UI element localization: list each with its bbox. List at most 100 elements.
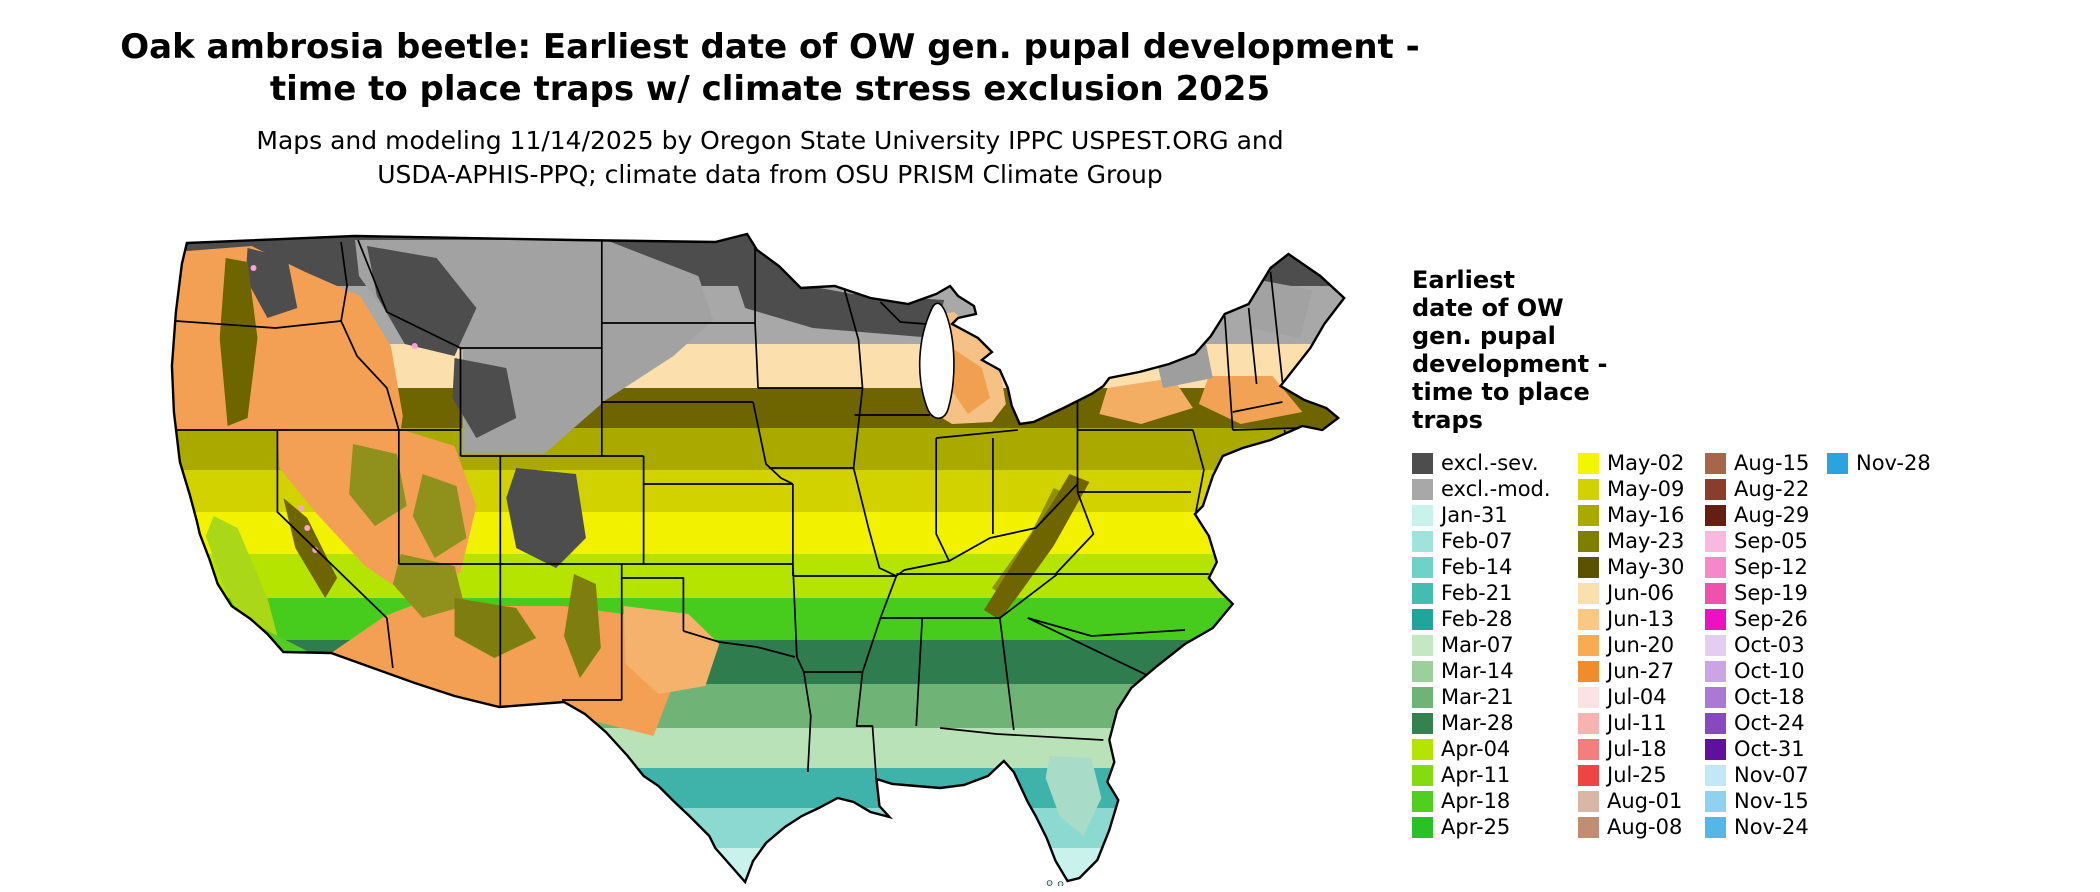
legend-swatch xyxy=(1412,478,1433,500)
legend-entry: Mar-28 xyxy=(1412,710,1578,736)
legend-entry: Sep-05 xyxy=(1705,528,1827,554)
legend-swatch xyxy=(1578,738,1599,760)
legend-swatch xyxy=(1578,816,1599,838)
legend-entry: Nov-15 xyxy=(1705,788,1827,814)
legend-swatch xyxy=(1412,790,1433,812)
legend-swatch xyxy=(1705,816,1726,838)
legend-entry: Feb-21 xyxy=(1412,580,1578,606)
legend-swatch xyxy=(1412,738,1433,760)
legend-swatch xyxy=(1412,816,1433,838)
legend-label: Aug-15 xyxy=(1734,451,1810,475)
legend-entry: Nov-24 xyxy=(1705,814,1827,840)
legend-label: Mar-21 xyxy=(1441,685,1514,709)
legend-label: Oct-03 xyxy=(1734,633,1805,657)
map-subtitle: Maps and modeling 11/14/2025 by Oregon S… xyxy=(0,124,1540,192)
legend-swatch xyxy=(1578,452,1599,474)
legend-label: Feb-07 xyxy=(1441,529,1513,553)
legend-swatch xyxy=(1578,608,1599,630)
legend-swatch xyxy=(1412,556,1433,578)
florida-keys xyxy=(1046,880,1064,886)
legend-entry: Jun-27 xyxy=(1578,658,1705,684)
legend-swatch xyxy=(1578,790,1599,812)
legend-label: Jul-04 xyxy=(1607,685,1667,709)
legend-label: Sep-26 xyxy=(1734,607,1808,631)
map-east-patches xyxy=(928,278,1313,836)
legend-swatch xyxy=(1827,452,1848,474)
legend-entry: Oct-03 xyxy=(1705,632,1827,658)
legend-entry: Apr-18 xyxy=(1412,788,1578,814)
legend-title-line: date of OW xyxy=(1412,294,1564,322)
legend-entry: May-09 xyxy=(1578,476,1705,502)
legend-swatch xyxy=(1578,504,1599,526)
legend-entry: May-30 xyxy=(1578,554,1705,580)
legend-label: May-16 xyxy=(1607,503,1685,527)
legend-swatch xyxy=(1412,504,1433,526)
legend-label: Aug-22 xyxy=(1734,477,1810,501)
legend-swatch xyxy=(1412,530,1433,552)
legend-entry: Aug-15 xyxy=(1705,450,1827,476)
legend-label: May-02 xyxy=(1607,451,1685,475)
legend-swatch xyxy=(1412,452,1433,474)
legend-label: May-09 xyxy=(1607,477,1685,501)
legend-swatch xyxy=(1705,556,1726,578)
legend-label: Oct-10 xyxy=(1734,659,1805,683)
legend-label: Aug-29 xyxy=(1734,503,1810,527)
legend-swatch xyxy=(1412,608,1433,630)
legend-label: Feb-14 xyxy=(1441,555,1513,579)
conus-map-svg xyxy=(170,232,1346,886)
legend-label: Apr-04 xyxy=(1441,737,1511,761)
legend-swatch xyxy=(1578,634,1599,656)
legend-label: Mar-07 xyxy=(1441,633,1514,657)
legend-swatch xyxy=(1705,712,1726,734)
legend-column: May-02 May-09 May-16 May-23 May-30 Jun-06 Jun-… xyxy=(1578,450,1705,840)
legend-entry: Mar-07 xyxy=(1412,632,1578,658)
legend-label: Jul-18 xyxy=(1607,737,1667,761)
legend-label: Jun-06 xyxy=(1607,581,1675,605)
legend-entry: Sep-19 xyxy=(1705,580,1827,606)
legend-label: Mar-28 xyxy=(1441,711,1514,735)
legend-label: Nov-24 xyxy=(1734,815,1809,839)
legend-entry: Apr-11 xyxy=(1412,762,1578,788)
legend-swatch xyxy=(1578,712,1599,734)
legend-label: Mar-14 xyxy=(1441,659,1514,683)
legend-label: Jun-27 xyxy=(1607,659,1675,683)
legend-entry: May-23 xyxy=(1578,528,1705,554)
legend-label: Oct-31 xyxy=(1734,737,1805,761)
legend-entry: Feb-14 xyxy=(1412,554,1578,580)
legend-swatch xyxy=(1412,634,1433,656)
legend-columns: excl.-sev. excl.-mod. Jan-31 Feb-07 Feb-14 Fe… xyxy=(1412,450,2092,840)
legend-label: Oct-24 xyxy=(1734,711,1805,735)
legend-entry: Sep-12 xyxy=(1705,554,1827,580)
legend-swatch xyxy=(1705,608,1726,630)
legend-column: Nov-28 xyxy=(1827,450,1937,476)
legend-swatch xyxy=(1578,660,1599,682)
legend-swatch xyxy=(1578,582,1599,604)
legend-entry: Oct-24 xyxy=(1705,710,1827,736)
conus-map xyxy=(156,216,1380,886)
legend-entry: Jul-25 xyxy=(1578,762,1705,788)
legend-swatch xyxy=(1705,530,1726,552)
legend-label: Sep-05 xyxy=(1734,529,1808,553)
legend-swatch xyxy=(1705,660,1726,682)
legend-entry: Mar-14 xyxy=(1412,658,1578,684)
map-header: Oak ambrosia beetle: Earliest date of OW… xyxy=(0,26,1540,192)
legend-entry: Aug-29 xyxy=(1705,502,1827,528)
legend-swatch xyxy=(1705,478,1726,500)
legend-column: Aug-15 Aug-22 Aug-29 Sep-05 Sep-12 Sep-19 Sep-… xyxy=(1705,450,1827,840)
legend-swatch xyxy=(1578,686,1599,708)
map-west-terrain xyxy=(171,240,945,736)
legend-title-line: time to place xyxy=(1412,378,1590,406)
legend-entry: excl.-sev. xyxy=(1412,450,1578,476)
legend-label: Jan-31 xyxy=(1441,503,1508,527)
state-borders xyxy=(173,239,1301,783)
legend-label: Sep-19 xyxy=(1734,581,1808,605)
legend-swatch xyxy=(1578,478,1599,500)
legend-entry: May-16 xyxy=(1578,502,1705,528)
legend-swatch xyxy=(1705,582,1726,604)
legend-entry: Jul-18 xyxy=(1578,736,1705,762)
legend-label: Sep-12 xyxy=(1734,555,1808,579)
legend-label: Feb-21 xyxy=(1441,581,1513,605)
legend-label: Jun-20 xyxy=(1607,633,1675,657)
legend-swatch xyxy=(1412,686,1433,708)
